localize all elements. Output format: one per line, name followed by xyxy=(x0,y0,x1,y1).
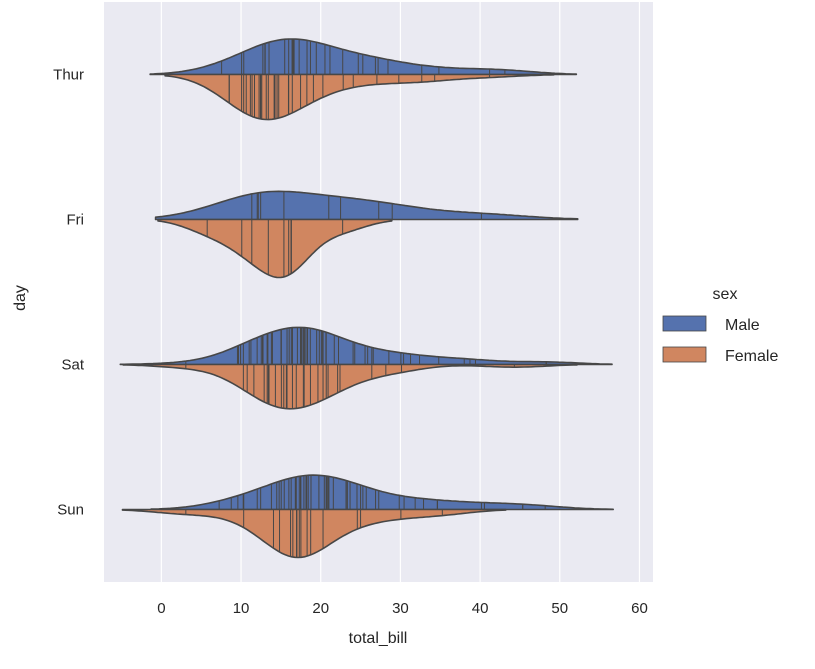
y-axis-label: day xyxy=(12,285,29,311)
legend: sex Male Female xyxy=(662,286,778,365)
y-tick-label: Thur xyxy=(53,67,84,84)
x-tick-label: 20 xyxy=(312,600,329,617)
violin-outline xyxy=(122,363,578,410)
violin-female-thur xyxy=(164,73,555,121)
violin-outline xyxy=(121,508,507,559)
legend-label-male: Male xyxy=(725,317,760,334)
violin-female-fri xyxy=(157,218,393,279)
x-axis-label: total_bill xyxy=(349,630,408,647)
violin-outline xyxy=(164,73,555,121)
violin-female-sat xyxy=(122,363,578,410)
y-tick-label: Fri xyxy=(67,212,85,229)
violin-outline xyxy=(157,218,393,279)
x-tick-label: 0 xyxy=(157,600,165,617)
x-tick-label: 10 xyxy=(233,600,250,617)
legend-title: sex xyxy=(713,286,738,303)
legend-swatch-male xyxy=(662,315,707,332)
violin-male-sat xyxy=(119,326,613,366)
violin-outline xyxy=(119,326,613,366)
violin-male-fri xyxy=(154,190,579,221)
y-tick-label: Sat xyxy=(61,357,84,374)
x-tick-label: 60 xyxy=(631,600,648,617)
x-tick-label: 40 xyxy=(472,600,489,617)
legend-label-female: Female xyxy=(725,348,778,365)
x-tick-labels: 0 10 20 30 40 50 60 xyxy=(157,600,648,617)
legend-swatch-female xyxy=(662,346,707,363)
y-tick-labels: Thur Fri Sat Sun xyxy=(53,67,85,519)
violin-male-thur xyxy=(149,38,578,76)
violin-female-sun xyxy=(121,508,507,559)
y-tick-label: Sun xyxy=(57,502,84,519)
violins xyxy=(119,38,614,559)
violin-half xyxy=(158,219,392,278)
violin-outline xyxy=(150,474,614,511)
x-tick-label: 30 xyxy=(392,600,409,617)
plot-background xyxy=(104,2,653,582)
violin-outline xyxy=(154,190,579,221)
violin-male-sun xyxy=(150,474,614,511)
x-tick-label: 50 xyxy=(551,600,568,617)
violin-outline xyxy=(149,38,578,76)
violin-half xyxy=(122,509,506,558)
